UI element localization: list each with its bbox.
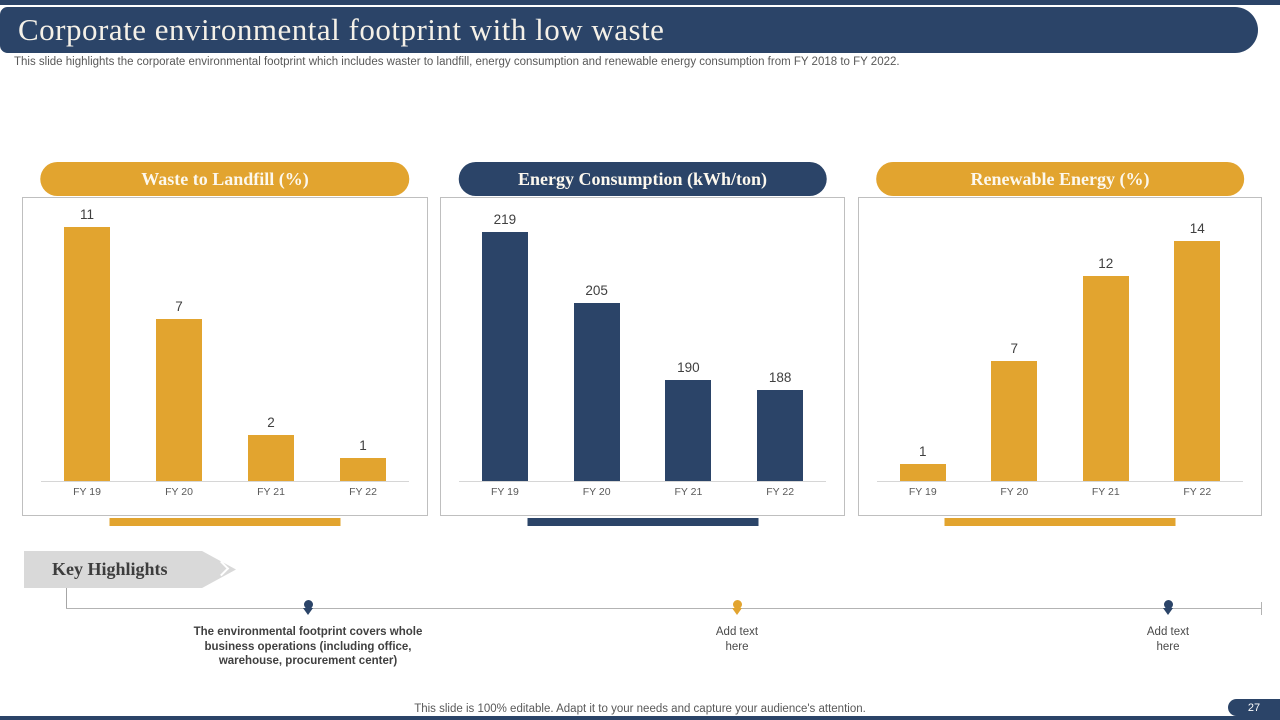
bar[interactable]: [757, 390, 804, 481]
bar-chart-waste-to-landfill: 11 7 2 1 FY 19 FY 20 FY 21 FY 22: [22, 197, 428, 516]
category-label: FY 20: [582, 486, 611, 498]
chart-panel-waste-to-landfill: Waste to Landfill (%) 11 7 2 1 FY 19 FY 20 FY …: [22, 162, 428, 527]
category-label: FY 21: [257, 486, 285, 498]
bar-column: 7: [969, 198, 1061, 481]
timeline-pin-icon: [301, 600, 315, 616]
bar[interactable]: [64, 227, 110, 481]
bar-column: 1: [317, 198, 409, 481]
chart-title: Waste to Landfill (%): [141, 168, 309, 189]
page-number: 27: [1247, 701, 1261, 714]
category-label: FY 19: [490, 486, 519, 498]
bar[interactable]: [156, 319, 202, 481]
bar[interactable]: [1082, 276, 1129, 481]
bar-column: 12: [1060, 198, 1152, 481]
category-axis: FY 19 FY 20 FY 21 FY 22: [877, 486, 1243, 498]
bar[interactable]: [899, 464, 946, 481]
plot-area: 219 205 190 188: [459, 198, 826, 482]
highlight-text[interactable]: The environmental footprint covers whole…: [193, 626, 423, 668]
bar-chart-renewable-energy: 1 7 12 14 FY 19 FY 20 FY 21 FY 22: [858, 197, 1262, 516]
timeline-line: [66, 608, 1262, 609]
bar[interactable]: [1174, 241, 1221, 481]
category-label: FY 21: [674, 486, 703, 498]
data-label: 14: [1189, 221, 1205, 236]
pin-dot: [304, 600, 313, 609]
bottom-accent-strip: [0, 716, 1280, 720]
data-label: 2: [267, 415, 275, 430]
data-label: 219: [493, 212, 517, 227]
chart-header-pill: Waste to Landfill (%): [40, 162, 410, 196]
pin-dot: [1164, 600, 1173, 609]
category-label: FY 22: [766, 486, 795, 498]
pin-point: [1163, 608, 1173, 615]
category-label: FY 19: [73, 486, 101, 498]
bar-column: 188: [734, 198, 826, 481]
page-title: Corporate environmental footprint with l…: [18, 12, 665, 47]
pin-point: [303, 608, 313, 615]
chart-panel-energy-consumption: Energy Consumption (kWh/ton) 219 205 190 18…: [440, 162, 845, 527]
timeline-end-tick: [1261, 602, 1262, 615]
data-label: 11: [79, 207, 94, 222]
data-label: 7: [1010, 341, 1018, 356]
bar-column: 7: [133, 198, 225, 481]
chart-panel-renewable-energy: Renewable Energy (%) 1 7 12 14 FY 19 FY 20 FY …: [858, 162, 1262, 527]
data-label: 1: [918, 444, 927, 459]
bar[interactable]: [573, 303, 620, 481]
top-accent-strip: [0, 0, 1280, 5]
category-label: FY 19: [908, 486, 937, 498]
page-number-badge: 27: [1228, 699, 1280, 716]
category-label: FY 20: [165, 486, 193, 498]
data-label: 205: [585, 283, 608, 298]
category-axis: FY 19 FY 20 FY 21 FY 22: [41, 486, 409, 498]
highlight-placeholder[interactable]: Add text here: [1146, 626, 1190, 653]
category-label: FY 22: [1183, 486, 1212, 498]
highlight-placeholder[interactable]: Add text here: [715, 626, 759, 653]
data-label: 12: [1098, 256, 1114, 271]
slide-subtitle: This slide highlights the corporate envi…: [14, 56, 900, 68]
chart-accent-underline: [109, 518, 341, 526]
bar-chart-energy-consumption: 219 205 190 188 FY 19 FY 20 FY 21 FY 22: [440, 197, 845, 516]
bar-column: 2: [225, 198, 317, 481]
data-label: 190: [677, 360, 700, 375]
category-label: FY 22: [349, 486, 377, 498]
editable-note: This slide is 100% editable. Adapt it to…: [414, 703, 866, 715]
chart-title: Renewable Energy (%): [970, 168, 1150, 189]
bar-column: 205: [551, 198, 643, 481]
bar-column: 219: [459, 198, 551, 481]
bar[interactable]: [991, 361, 1038, 481]
chart-accent-underline: [944, 518, 1176, 526]
data-label: 188: [768, 370, 792, 385]
bar[interactable]: [481, 232, 528, 481]
plot-area: 1 7 12 14: [877, 198, 1243, 482]
timeline-pin-icon: [1161, 600, 1175, 616]
bar-column: 190: [643, 198, 735, 481]
timeline-pin-icon: [730, 600, 744, 616]
pin-point: [732, 608, 742, 615]
chart-title: Energy Consumption (kWh/ton): [517, 168, 768, 189]
bar-column: 11: [41, 198, 133, 481]
bar[interactable]: [665, 380, 712, 481]
pin-dot: [733, 600, 742, 609]
chart-header-pill: Energy Consumption (kWh/ton): [458, 162, 827, 196]
bar-column: 1: [877, 198, 969, 481]
chart-header-pill: Renewable Energy (%): [876, 162, 1244, 196]
bar[interactable]: [340, 458, 386, 481]
category-axis: FY 19 FY 20 FY 21 FY 22: [459, 486, 826, 498]
data-label: 7: [175, 299, 183, 314]
plot-area: 11 7 2 1: [41, 198, 409, 482]
data-label: 1: [359, 438, 367, 453]
title-banner: Corporate environmental footprint with l…: [0, 7, 1258, 53]
bar-column: 14: [1152, 198, 1244, 481]
category-label: FY 20: [1000, 486, 1029, 498]
key-highlights-banner: Key Highlights: [24, 551, 236, 588]
timeline-connector: [66, 588, 67, 608]
category-label: FY 21: [1091, 486, 1120, 498]
bar[interactable]: [248, 435, 294, 481]
key-highlights-label: Key Highlights: [52, 559, 168, 579]
chart-accent-underline: [527, 518, 758, 526]
